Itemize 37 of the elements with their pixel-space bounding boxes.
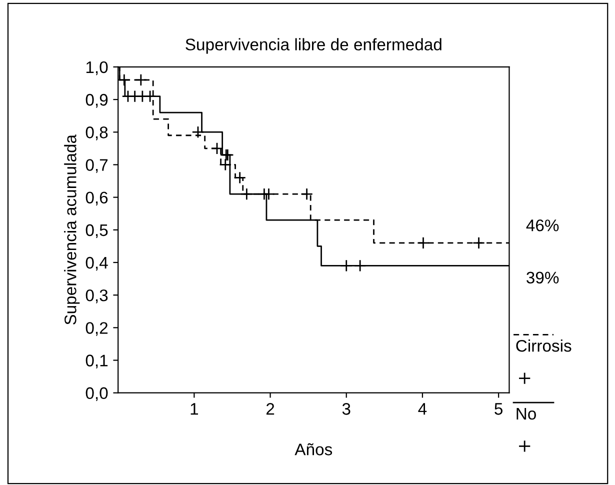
x-tick-label: 5: [494, 403, 503, 415]
y-tick-label: 0,2: [86, 322, 108, 336]
point: [144, 90, 156, 103]
y-tick-label: 0,3: [86, 289, 108, 304]
y-tick-label: 0,6: [86, 192, 108, 206]
y-axis-title: Supervivencia acumulada: [64, 134, 80, 325]
point: [416, 236, 430, 250]
point: [354, 259, 366, 272]
legend-label: Cirrosis: [516, 340, 572, 352]
y-tick-label: 0,1: [86, 354, 108, 368]
x-tick-label: 3: [342, 403, 350, 415]
point: [210, 142, 224, 155]
point: [262, 188, 276, 200]
point: [340, 259, 353, 272]
point: [219, 158, 232, 171]
y-tick-label: 0,9: [86, 94, 108, 108]
x-tick-label: 1: [190, 403, 198, 415]
annotation: 46%: [526, 219, 559, 232]
point: [472, 236, 486, 250]
point: [240, 188, 253, 200]
chart-title: Supervivencia libre de enfermedad: [186, 38, 442, 54]
y-tick-label: 0,8: [86, 126, 108, 140]
y-tick-label: 0,4: [86, 256, 108, 271]
legend-label: No: [516, 408, 536, 420]
x-axis-title: Años: [294, 443, 332, 456]
annotation: 39%: [526, 272, 559, 284]
point: [192, 126, 204, 138]
y-tick-label: 1,0: [86, 61, 108, 76]
point: [234, 171, 246, 184]
point: [134, 74, 148, 86]
y-tick-label: 0,5: [86, 224, 108, 238]
y-tick-label: 0,0: [86, 387, 108, 402]
x-tick-label: 4: [418, 403, 427, 415]
x-tick-label: 2: [266, 403, 274, 415]
point: [300, 188, 314, 200]
y-tick-label: 0,7: [86, 159, 108, 173]
point: [118, 74, 130, 86]
